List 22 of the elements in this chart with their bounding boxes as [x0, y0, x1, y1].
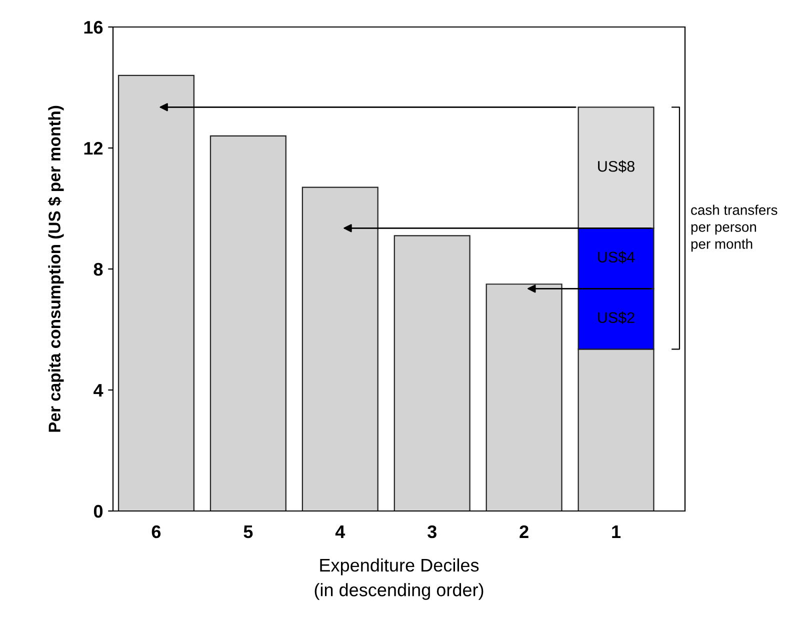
bar	[486, 284, 562, 511]
bar	[394, 235, 470, 511]
bar	[118, 74, 194, 511]
x-tick-label: 2	[520, 525, 528, 538]
bar	[302, 186, 378, 511]
data-label: US$4	[598, 251, 635, 264]
y-tick-label: 4	[94, 384, 104, 397]
y-tick-label: 16	[84, 20, 103, 34]
data-label: US$2	[598, 312, 634, 324]
x-tick-label: 6	[152, 525, 161, 538]
data-label: US$8	[598, 160, 634, 173]
x-tick-label: 5	[244, 526, 253, 538]
y-tick-label: 0	[94, 504, 103, 518]
y-tick-label: 12	[84, 142, 103, 155]
text: cash transfers per person per month	[691, 204, 778, 252]
x-tick-label: 1	[612, 526, 621, 538]
y-tick-label: 8	[94, 262, 103, 276]
x-axis-title: Expenditure Deciles (in descending order)	[314, 558, 484, 600]
y-axis-title: Per capita consumption (US $ per month)	[48, 106, 64, 432]
x-tick-label: 4	[335, 526, 346, 538]
x-tick-label: 3	[428, 525, 436, 538]
bar	[210, 135, 286, 511]
